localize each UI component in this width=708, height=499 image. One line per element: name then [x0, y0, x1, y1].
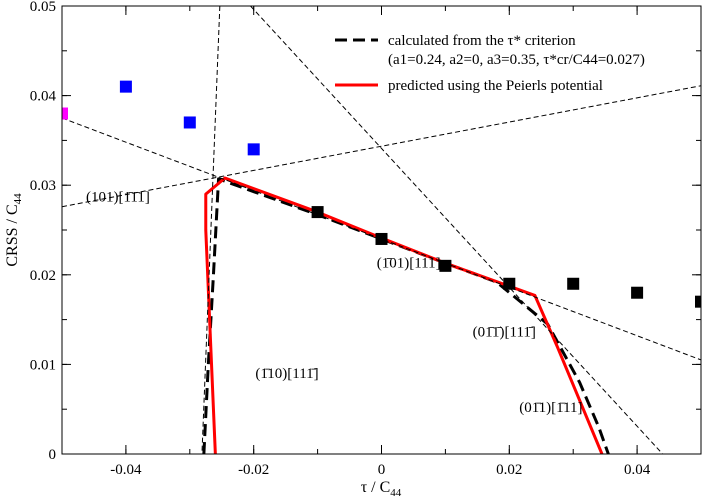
x-tick-label: 0 [378, 462, 386, 478]
y-tick-label: 0.01 [30, 357, 56, 373]
data-point-square [183, 116, 196, 129]
legend: calculated from the τ* criterion (a1=0.2… [335, 33, 645, 94]
annotation-0m11-plane: (01̄1)[1̄11] [519, 400, 582, 416]
x-axis: -0.04 -0.02 0 0.02 0.04 [61, 6, 702, 478]
legend-entry-criterion-line1: calculated from the τ* criterion [388, 33, 576, 49]
annotation-m110-plane: (1̄10)[111̄] [255, 366, 318, 382]
legend-entry-peierls: predicted using the Peierls potential [388, 78, 603, 94]
y-tick-label: 0.03 [30, 178, 56, 194]
x-tick-label: -0.02 [238, 462, 269, 478]
y-axis-title-subscript: 44 [12, 193, 24, 205]
series-line-guide-7 [250, 6, 664, 454]
data-point-square [247, 143, 260, 156]
series-line-guide-5 [62, 85, 701, 208]
y-axis: 0 0.01 0.02 0.03 0.04 0.05 [30, 0, 701, 463]
y-tick-label: 0.02 [30, 268, 56, 284]
x-tick-label: 0.04 [624, 462, 651, 478]
legend-entry-criterion-line2: (a1=0.24, a2=0, a3=0.35, τ*cr/C44=0.027) [388, 52, 645, 68]
annotations: (101)[1̄1̄1] (1̄01)[111] (01̄1̄)[111̄] (… [86, 189, 583, 416]
data-point-square [375, 232, 388, 245]
series-line-guide-6 [62, 117, 701, 361]
series-markers [62, 80, 701, 308]
data-point-square [439, 259, 452, 272]
data-point-square [631, 286, 644, 299]
data-point-square [567, 277, 580, 290]
annotation-101-plane: (101)[1̄1̄1] [86, 189, 150, 205]
y-axis-title: CRSS / C44 [4, 193, 24, 267]
data-point-square [62, 107, 68, 120]
data-point-square [311, 206, 324, 219]
x-axis-title-subscript: 44 [390, 487, 402, 499]
x-tick-label: -0.04 [110, 462, 142, 478]
data-point-square [503, 277, 516, 290]
series-line-criterion [202, 177, 610, 454]
x-axis-title: τ / C44 [361, 479, 402, 499]
series-line-peierls [204, 176, 604, 454]
annotation-0m1m1-plane: (01̄1̄)[111̄] [473, 325, 536, 341]
data-point-square [695, 295, 701, 308]
series-lines [62, 6, 701, 454]
x-tick-label: 0.02 [496, 462, 522, 478]
plot-frame [61, 5, 702, 455]
y-tick-label: 0 [49, 447, 57, 463]
data-point-square [119, 80, 132, 93]
series-line-guide-8 [201, 6, 221, 454]
annotation-m101-plane: (1̄01)[111] [377, 256, 441, 272]
y-tick-label: 0.04 [30, 89, 57, 105]
y-tick-label: 0.05 [30, 0, 56, 15]
